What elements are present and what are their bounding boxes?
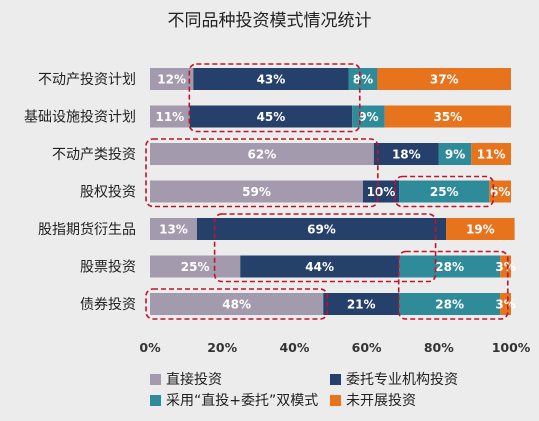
highlight-box bbox=[145, 138, 379, 208]
x-tick-label: 20% bbox=[207, 340, 237, 355]
bars-layer bbox=[150, 68, 515, 315]
value-label: 45% bbox=[257, 110, 286, 124]
value-label: 28% bbox=[435, 260, 464, 274]
bar-segment bbox=[240, 255, 400, 278]
legend-swatch bbox=[330, 374, 341, 385]
bar-segment bbox=[189, 105, 353, 128]
bar-segment bbox=[373, 143, 439, 165]
category-label: 不动产投资计划 bbox=[38, 72, 136, 88]
value-label: 11% bbox=[155, 110, 184, 124]
bar-segment bbox=[438, 143, 472, 165]
value-label: 59% bbox=[242, 185, 271, 199]
highlight-box bbox=[397, 250, 509, 320]
highlight-box bbox=[394, 175, 495, 208]
value-label: 37% bbox=[430, 73, 459, 87]
bar-segment bbox=[193, 68, 349, 90]
value-label: 21% bbox=[347, 298, 376, 312]
bar-segment bbox=[150, 255, 241, 278]
bar-segment bbox=[489, 180, 511, 203]
legend-label: 未开展投资 bbox=[346, 393, 416, 409]
bar-segment bbox=[150, 293, 324, 315]
category-label: 债券投资 bbox=[80, 297, 136, 313]
bar-segment bbox=[150, 105, 190, 128]
bar-segment bbox=[150, 68, 194, 90]
highlight-box bbox=[188, 63, 361, 133]
x-tick-label: 0% bbox=[139, 340, 161, 355]
legend-label: 采用“直投+委托”双模式 bbox=[166, 392, 318, 409]
bar-segment bbox=[150, 143, 374, 165]
x-tick-label: 40% bbox=[279, 340, 309, 355]
value-label: 3% bbox=[495, 260, 515, 274]
value-label: 69% bbox=[307, 223, 336, 237]
value-label: 8% bbox=[353, 73, 373, 87]
highlight-box bbox=[213, 213, 437, 283]
value-label: 43% bbox=[257, 73, 286, 87]
bar-segment bbox=[471, 143, 511, 165]
legend-swatch bbox=[150, 374, 161, 385]
value-label: 10% bbox=[367, 185, 396, 199]
bar-segment bbox=[399, 255, 501, 278]
bar-segment bbox=[196, 218, 447, 240]
value-label: 12% bbox=[157, 73, 186, 87]
bar-segment bbox=[348, 68, 378, 90]
bar-segment bbox=[362, 180, 400, 203]
value-labels-layer: 12% 43% 8% 37% 11% 45% 9% 35% 62% 18% 9% 11% 59% 10% 2… bbox=[155, 73, 515, 312]
bar-segment bbox=[399, 293, 501, 315]
highlight-box bbox=[145, 288, 329, 320]
bar-segment bbox=[500, 293, 511, 315]
value-label: 9% bbox=[445, 148, 465, 162]
category-label: 股票投资 bbox=[80, 260, 136, 276]
value-label: 3% bbox=[495, 298, 515, 312]
legend-label: 直接投资 bbox=[166, 371, 222, 388]
value-label: 28% bbox=[435, 298, 464, 312]
legend-swatch bbox=[150, 395, 161, 406]
legend-swatch bbox=[330, 395, 341, 406]
value-label: 19% bbox=[466, 223, 495, 237]
bar-segment bbox=[500, 255, 511, 278]
category-label: 基础设施投资计划 bbox=[24, 109, 136, 126]
value-label: 18% bbox=[392, 148, 421, 162]
value-label: 44% bbox=[305, 260, 334, 274]
value-label: 25% bbox=[430, 185, 459, 199]
x-tick-label: 100% bbox=[492, 340, 531, 355]
bar-segment bbox=[446, 218, 515, 240]
value-label: 9% bbox=[358, 110, 378, 124]
bar-segment bbox=[150, 218, 197, 240]
value-label: 62% bbox=[248, 148, 277, 162]
value-label: 25% bbox=[181, 260, 210, 274]
value-label: 13% bbox=[159, 223, 188, 237]
bar-segment bbox=[399, 180, 490, 203]
highlight-boxes-layer bbox=[145, 63, 509, 320]
x-tick-label: 60% bbox=[352, 340, 382, 355]
category-label: 股指期货衍生品 bbox=[38, 221, 136, 238]
value-label: 35% bbox=[433, 110, 462, 124]
chart-title: 不同品种投资模式情况统计 bbox=[168, 11, 372, 31]
value-label: 48% bbox=[222, 298, 251, 312]
value-label: 11% bbox=[477, 148, 506, 162]
legend-label: 委托专业机构投资 bbox=[346, 372, 458, 388]
bar-segment bbox=[323, 293, 400, 315]
category-label: 股权投资 bbox=[80, 185, 136, 201]
bar-segment bbox=[384, 105, 511, 128]
value-label: 6% bbox=[490, 185, 510, 199]
bar-segment bbox=[150, 180, 363, 203]
category-label: 不动产类投资 bbox=[52, 147, 136, 163]
x-tick-label: 80% bbox=[424, 340, 454, 355]
x-axis: 0% 20% 40% 60% 80% 100% bbox=[139, 340, 530, 355]
bar-segment bbox=[377, 68, 511, 90]
